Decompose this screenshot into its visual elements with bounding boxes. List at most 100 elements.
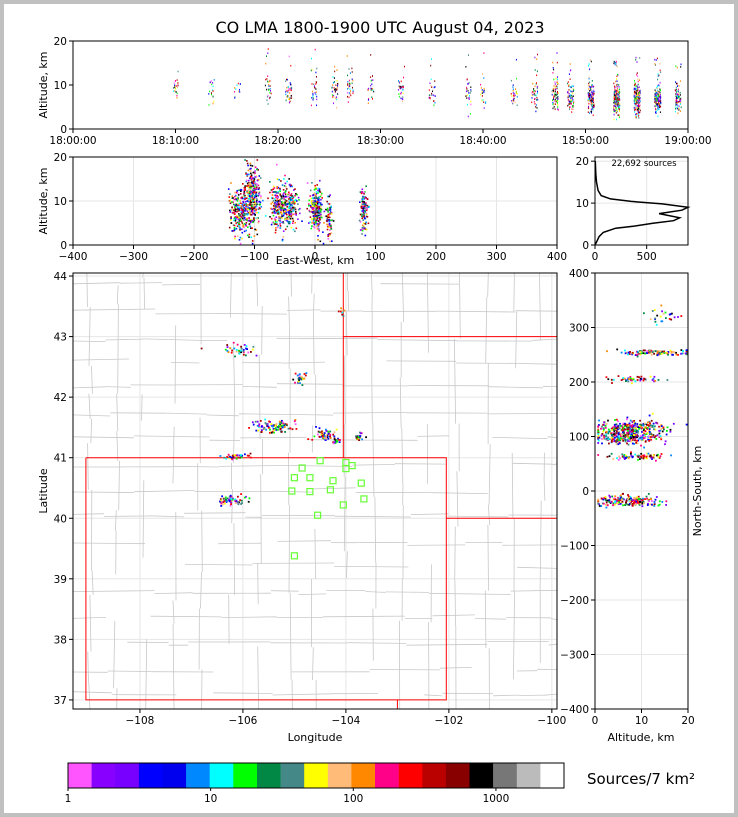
source-point [314, 92, 316, 94]
source-point [647, 424, 649, 426]
source-point [368, 98, 370, 100]
source-point [621, 500, 624, 503]
source-point [623, 458, 626, 460]
county-line [165, 412, 208, 415]
source-point [237, 194, 240, 196]
source-point [343, 309, 346, 312]
source-point [269, 181, 271, 183]
source-point [400, 87, 402, 89]
source-point [657, 97, 659, 100]
source-point [608, 438, 611, 440]
source-point [631, 456, 634, 459]
source-point [626, 425, 628, 428]
source-point [632, 377, 635, 380]
source-point [646, 504, 649, 506]
source-point [622, 427, 625, 430]
source-point [361, 191, 363, 193]
source-point [335, 439, 338, 442]
source-point [278, 203, 281, 205]
source-point [567, 91, 569, 94]
source-point [243, 214, 246, 217]
source-point [484, 89, 485, 92]
source-point [644, 378, 647, 381]
source-point [660, 102, 662, 105]
source-point [255, 205, 258, 208]
altitude-ns-xlabel: Altitude, km [607, 731, 674, 744]
source-point [614, 98, 616, 101]
source-point [276, 163, 278, 166]
county-line [233, 343, 235, 393]
source-point [649, 318, 652, 321]
source-point [645, 455, 648, 458]
county-line [428, 592, 511, 595]
source-point [279, 218, 282, 220]
source-point [658, 430, 661, 432]
source-point [327, 202, 330, 205]
source-point [241, 215, 244, 217]
source-point [274, 424, 277, 427]
source-point [644, 430, 646, 432]
source-point [234, 213, 236, 215]
source-point [625, 501, 627, 504]
source-point [612, 458, 615, 460]
source-point [254, 204, 257, 207]
source-point [329, 212, 332, 214]
source-point [331, 94, 333, 96]
source-point [256, 212, 258, 214]
county-line [256, 273, 259, 307]
source-point [573, 89, 575, 91]
source-point [230, 222, 233, 224]
source-point [363, 193, 365, 195]
source-point [532, 82, 534, 85]
source-point [253, 210, 256, 212]
source-point [248, 233, 251, 236]
source-point [235, 194, 237, 197]
source-point [627, 440, 629, 442]
source-point [567, 104, 569, 107]
source-point [636, 92, 638, 95]
source-point [298, 379, 300, 382]
source-point [267, 94, 269, 97]
colorbar-tick-label: 1000 [483, 793, 510, 805]
source-point [592, 103, 594, 105]
source-point [213, 79, 215, 81]
source-point [612, 378, 615, 381]
source-point [282, 203, 284, 206]
source-point [311, 210, 313, 213]
source-point [631, 442, 634, 445]
x-tick-label: 20 [681, 715, 694, 727]
source-point [607, 419, 609, 422]
source-point [247, 195, 249, 197]
source-point [634, 380, 637, 383]
source-point [352, 90, 354, 93]
source-point [654, 89, 656, 91]
source-point [239, 456, 242, 459]
source-point [259, 201, 262, 204]
source-point [428, 89, 430, 91]
source-point [656, 57, 658, 60]
county-line [298, 337, 378, 340]
source-point [634, 437, 637, 440]
source-point [638, 425, 641, 427]
source-point [325, 434, 327, 437]
source-point [270, 92, 272, 95]
source-point [636, 97, 638, 100]
source-point [571, 96, 573, 98]
source-point [483, 52, 485, 54]
source-point [294, 208, 297, 211]
source-point [270, 223, 273, 226]
source-point [485, 101, 487, 103]
source-point [611, 426, 614, 429]
source-point [371, 96, 373, 98]
source-point [308, 204, 311, 207]
source-point [315, 202, 317, 205]
source-point [244, 208, 247, 211]
source-point [233, 224, 236, 227]
source-point [658, 105, 660, 107]
source-point [616, 103, 618, 105]
source-point [621, 455, 624, 458]
source-point [355, 435, 357, 438]
source-point [329, 207, 332, 209]
source-point [638, 111, 640, 114]
source-point [277, 428, 279, 431]
